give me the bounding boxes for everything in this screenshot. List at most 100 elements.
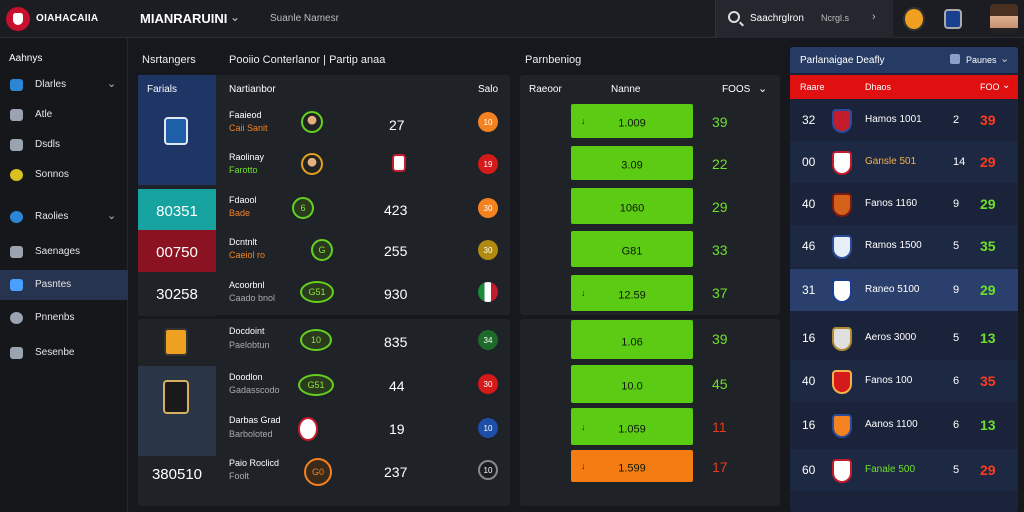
sidebar-item-saenages[interactable]: Saenages: [0, 237, 128, 267]
chevron-down-icon[interactable]: ⌄: [107, 210, 117, 222]
column-header: Raeoor: [529, 84, 562, 95]
status-pill[interactable]: 19: [478, 154, 498, 174]
sidebar-item-sonnos[interactable]: Sonnos: [0, 160, 128, 190]
status-pill[interactable]: 10: [478, 418, 498, 438]
search-input[interactable]: Saachrglron: [750, 13, 804, 24]
rank-number: 40: [802, 374, 816, 388]
table-row[interactable]: 40 Fanos 1160 9 29: [790, 183, 1018, 225]
points-value: 33: [712, 242, 728, 258]
table-row[interactable]: 00 Gansle 501 14 29: [790, 141, 1018, 183]
team-name: Fanale 500: [865, 464, 916, 475]
arrow-down-icon: ↓: [581, 288, 586, 298]
team-subname: Caado bnol: [229, 293, 276, 303]
team-name: Ramos 1500: [865, 240, 922, 251]
sidebar-item-pnnenbs[interactable]: Pnnenbs: [0, 303, 128, 333]
rating-bar[interactable]: ↓ 1.009: [571, 104, 693, 138]
sidebar-item-dlarles[interactable]: Dlarles ⌄: [0, 70, 128, 100]
chevron-down-icon[interactable]: ⌄: [107, 78, 117, 90]
search-filter[interactable]: Ncrgl.s: [821, 13, 850, 23]
team-cell[interactable]: 80351: [138, 189, 216, 233]
table-title: Parlanaigae Deafly: [800, 55, 885, 66]
table-header: Parlanaigae Deafly Paunes ⌄: [790, 47, 1018, 73]
sidebar-item-pasntes[interactable]: Pasntes: [0, 270, 128, 300]
avatar[interactable]: [990, 4, 1018, 34]
rating-bar[interactable]: ↓ 1.059: [571, 408, 693, 445]
dashboard-icon: [10, 79, 23, 91]
team-crest-icon: [832, 414, 852, 438]
chevron-right-icon[interactable]: ›: [872, 11, 876, 23]
wins-value: 14: [953, 156, 966, 168]
progress-icon[interactable]: 6: [292, 197, 314, 219]
table-row[interactable]: 16 Aanos 1100 6 13: [790, 404, 1018, 446]
table-row[interactable]: 40 Fanos 100 6 35: [790, 360, 1018, 402]
wins-value: 5: [953, 464, 960, 476]
filter-icon[interactable]: [950, 54, 960, 64]
column-header: Salo: [478, 84, 499, 95]
table-row[interactable]: 46 Ramos 1500 5 35: [790, 225, 1018, 267]
status-pill[interactable]: 34: [478, 330, 498, 350]
rating-bar[interactable]: 10.0: [571, 365, 693, 403]
chevron-down-icon[interactable]: ⌄: [758, 83, 768, 95]
points-value: 13: [980, 330, 996, 346]
team-name: Raolinay: [229, 152, 265, 162]
score-value: 44: [389, 378, 405, 394]
sidebar-item-sesenbe[interactable]: Sesenbe: [0, 338, 128, 368]
rating-bar[interactable]: G81: [571, 231, 693, 267]
player-avatar[interactable]: [301, 153, 323, 175]
team-cell[interactable]: 30258: [138, 272, 216, 316]
rating-value: 1.009: [618, 117, 646, 130]
points-value: 39: [980, 112, 996, 128]
flag-icon[interactable]: [478, 282, 498, 302]
status-pill[interactable]: 30: [478, 240, 498, 260]
status-pill[interactable]: 10: [478, 112, 498, 132]
progress-icon[interactable]: G51: [300, 281, 334, 303]
rating-bar[interactable]: 1060: [571, 188, 693, 224]
chevron-down-icon[interactable]: ⌄: [230, 10, 241, 24]
progress-icon[interactable]: G51: [298, 374, 334, 396]
team-name: Faaieod: [229, 110, 262, 120]
points-value: 35: [980, 238, 996, 254]
rating-bar[interactable]: 1.06: [571, 320, 693, 359]
team-name: Acoorbnl: [229, 280, 265, 290]
league-selector[interactable]: MIANRARUINI: [140, 11, 228, 26]
status-pill[interactable]: 10: [478, 460, 498, 480]
team-cell[interactable]: 380510: [151, 465, 203, 483]
brand-name: OIAHACAIIA: [36, 13, 99, 24]
table-row[interactable]: 16 Aeros 3000 5 13: [790, 317, 1018, 359]
sidebar-item-atle[interactable]: Atle: [0, 100, 128, 130]
sidebar-item-raolies[interactable]: Raolies ⌄: [0, 202, 128, 232]
progress-icon[interactable]: G: [311, 239, 333, 261]
search-bar[interactable]: Saachrglron Ncrgl.s ›: [715, 0, 893, 38]
status-pill[interactable]: 30: [478, 198, 498, 218]
score-value: 27: [389, 117, 405, 133]
app-logo[interactable]: [6, 7, 30, 31]
player-avatar[interactable]: [301, 111, 323, 133]
sidebar-item-dsdls[interactable]: Dsdls: [0, 130, 128, 160]
points-value: 29: [980, 282, 996, 298]
score-value: 930: [384, 286, 408, 302]
search-icon[interactable]: [728, 11, 740, 23]
rank-number: 46: [802, 239, 816, 253]
progress-icon[interactable]: 10: [300, 329, 332, 351]
rating-bar[interactable]: ↓ 1.599: [571, 450, 693, 482]
league-table: Parlanaigae Deafly Paunes ⌄ Raare Dhaos …: [790, 47, 1018, 512]
table-row[interactable]: 60 Fanale 500 5 29: [790, 449, 1018, 491]
column-header: Dhaos: [865, 82, 892, 92]
chevron-down-icon[interactable]: ⌄: [1000, 53, 1010, 65]
table-row[interactable]: 31 Raneo 5100 9 29: [790, 269, 1018, 311]
rating-bar[interactable]: 3.09: [571, 146, 693, 180]
team-cell[interactable]: 00750: [138, 230, 216, 274]
filter-dropdown[interactable]: Paunes: [966, 55, 997, 65]
progress-icon[interactable]: G0: [304, 458, 332, 486]
column-header: Raare: [800, 82, 825, 92]
table-row[interactable]: 32 Hamos 1001 2 39: [790, 99, 1018, 141]
rating-bar[interactable]: ↓ 12.59: [571, 275, 693, 311]
sidebar-item-label: Dlarles: [35, 79, 67, 90]
status-pill[interactable]: 30: [478, 374, 498, 394]
subnav-link[interactable]: Suanle Namesr: [270, 13, 339, 24]
section-subtitle: Pooiio Conterlanor | Partip anaa: [229, 54, 386, 66]
chevron-down-icon[interactable]: ⌄: [1002, 80, 1011, 91]
club-badge-icon[interactable]: [903, 7, 925, 31]
wins-value: 5: [953, 240, 960, 252]
shield-icon[interactable]: [944, 9, 962, 29]
